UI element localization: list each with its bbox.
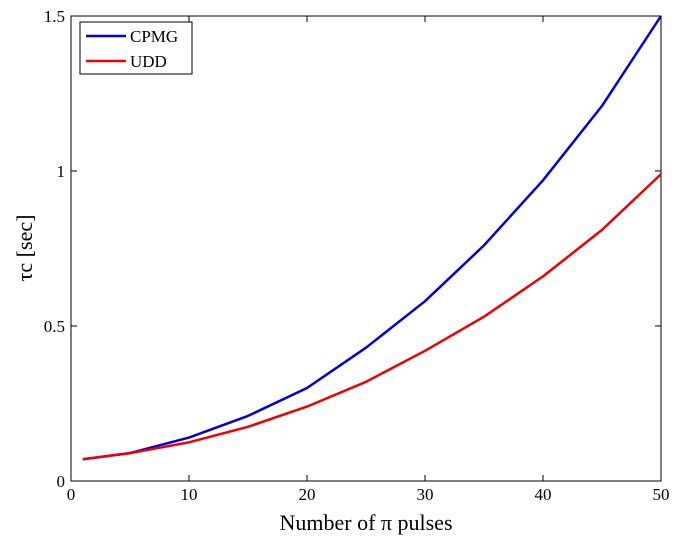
legend-box (79, 21, 193, 75)
y-tick-label-1: 0.5 (44, 317, 65, 336)
series-line-udd (82, 173, 662, 461)
x-tick-label-5: 50 (653, 485, 670, 504)
y-tick-label-2: 1 (57, 162, 66, 181)
legend-label-cpmg: CPMG (130, 27, 178, 46)
legend-label-udd: UDD (130, 52, 167, 71)
axis-ticks: 0 10 20 30 40 50 0 0.5 1 1.5 (44, 7, 670, 504)
y-tick-label-3: 1.5 (44, 7, 65, 26)
y-tick-label-0: 0 (57, 472, 66, 491)
y-axis-label: τc [sec] (12, 215, 37, 282)
x-tick-label-1: 10 (181, 485, 198, 504)
x-axis-label: Number of π pulses (279, 510, 452, 535)
plot-area (70, 15, 662, 482)
x-tick-label-0: 0 (67, 485, 76, 504)
series-group (82, 15, 663, 461)
x-tick-label-3: 30 (417, 485, 434, 504)
legend: CPMG UDD (79, 21, 193, 75)
x-tick-label-4: 40 (535, 485, 552, 504)
series-line-cpmg (82, 15, 663, 461)
x-tick-label-2: 20 (299, 485, 316, 504)
